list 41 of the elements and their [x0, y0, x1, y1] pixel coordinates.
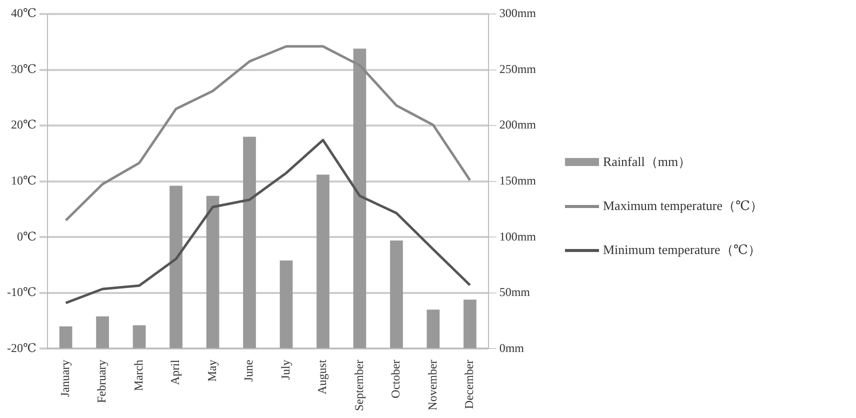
y-tick-label: 0℃: [16, 229, 36, 244]
y-tick-label: 10℃: [10, 174, 36, 188]
y2-tick-label: 50mm: [499, 285, 531, 300]
x-tick-label: February: [94, 360, 109, 404]
bar: [96, 316, 109, 348]
bar: [316, 174, 330, 348]
y-tick-label: 40℃: [10, 6, 36, 20]
y-tick-label: -10℃: [7, 285, 36, 300]
legend-label: Maximum temperature（℃）: [603, 197, 764, 215]
bar: [243, 136, 256, 348]
x-tick-label: July: [278, 360, 292, 380]
x-tick-label: October: [388, 360, 403, 398]
y2-tick-label: 0mm: [499, 340, 525, 355]
bar: [170, 186, 182, 348]
x-tick-label: December: [462, 360, 476, 409]
bar: [464, 300, 476, 348]
y2-tick-label: 150mm: [499, 174, 537, 188]
x-tick-label: June: [242, 360, 256, 382]
x-tick-label: March: [131, 360, 146, 392]
x-tick-label: November: [425, 360, 440, 410]
bar: [59, 326, 72, 348]
legend-label: Minimum temperature（℃）: [603, 241, 761, 259]
bar: [353, 48, 366, 348]
x-tick-label: January: [58, 360, 72, 398]
x-tick-label: August: [315, 359, 330, 394]
y2-tick-label: 300mm: [499, 6, 537, 20]
bar: [280, 260, 293, 348]
bar: [390, 240, 403, 348]
bar: [132, 325, 146, 348]
y2-tick-label: 100mm: [499, 229, 537, 244]
x-tick-label: May: [204, 360, 219, 382]
y-tick-label: 20℃: [10, 118, 36, 132]
x-tick-label: April: [168, 359, 182, 386]
bar: [426, 310, 440, 348]
bar: [206, 196, 220, 348]
y2-tick-label: 250mm: [499, 62, 537, 76]
y2-tick-label: 200mm: [499, 118, 537, 132]
y-tick-label: -20℃: [7, 340, 36, 355]
legend-label: Rainfall（mm）: [603, 153, 692, 171]
y-tick-label: 30℃: [10, 62, 36, 76]
x-tick-label: September: [352, 360, 366, 412]
